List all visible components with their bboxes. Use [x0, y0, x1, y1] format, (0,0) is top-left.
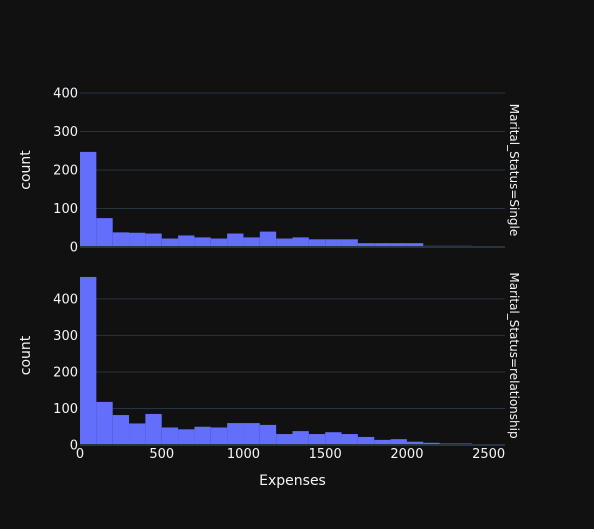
y-tick-label: 400 [53, 87, 78, 102]
histogram-bar [96, 218, 112, 247]
y-axis-title: count [18, 335, 34, 375]
histogram-bar [309, 434, 325, 445]
histogram-bar [260, 232, 276, 247]
histogram-bar [276, 434, 292, 445]
histogram-bar [293, 431, 309, 445]
y-tick-label: 300 [53, 329, 78, 344]
x-axis-title: Expenses [259, 473, 326, 489]
y-tick-label: 100 [53, 402, 78, 417]
histogram-bar [325, 239, 341, 247]
histogram-bar [211, 427, 227, 445]
histogram-bar [293, 237, 309, 247]
x-tick-label: 2000 [390, 447, 423, 462]
histogram-bar [227, 234, 243, 247]
histogram-bar [325, 432, 341, 445]
y-axis-title: count [18, 150, 34, 190]
x-tick-label: 500 [149, 447, 174, 462]
histogram-bar [194, 427, 210, 445]
histogram-bar [145, 234, 161, 247]
histogram-bar [194, 237, 210, 247]
y-tick-label: 200 [53, 164, 78, 179]
histogram-bar [342, 239, 358, 247]
histogram-bar [276, 239, 292, 247]
y-tick-label: 300 [53, 125, 78, 140]
histogram-bar [243, 237, 259, 247]
histogram-bar [162, 427, 178, 445]
histogram-bar [129, 233, 145, 247]
histogram-bar [309, 239, 325, 247]
histogram-bar [342, 434, 358, 445]
y-tick-label: 100 [53, 202, 78, 217]
histogram-bar [211, 239, 227, 247]
histogram-bar [227, 423, 243, 445]
x-tick-label: 1000 [227, 447, 260, 462]
y-tick-label: 400 [53, 292, 78, 307]
histogram-bar [113, 415, 129, 445]
histogram-bar [80, 277, 96, 445]
histogram-bar [113, 232, 129, 247]
x-tick-label: 2500 [472, 447, 505, 462]
histogram-bar [96, 402, 112, 445]
histogram-bar [358, 437, 374, 445]
facet-label: Marital_Status=Single [507, 104, 521, 237]
histogram-bar [243, 423, 259, 445]
facet-label: Marital_Status=relationship [507, 272, 521, 438]
histogram-bar [162, 239, 178, 247]
histogram-bar [80, 152, 96, 247]
y-tick-label: 200 [53, 365, 78, 380]
histogram-bar [145, 414, 161, 445]
y-tick-label: 0 [70, 241, 78, 256]
histogram-bar [129, 423, 145, 445]
histogram-bar [260, 425, 276, 445]
histogram-bar [178, 429, 194, 445]
x-tick-label: 1500 [309, 447, 342, 462]
histogram-bar [178, 235, 194, 247]
x-tick-label: 0 [76, 447, 84, 462]
